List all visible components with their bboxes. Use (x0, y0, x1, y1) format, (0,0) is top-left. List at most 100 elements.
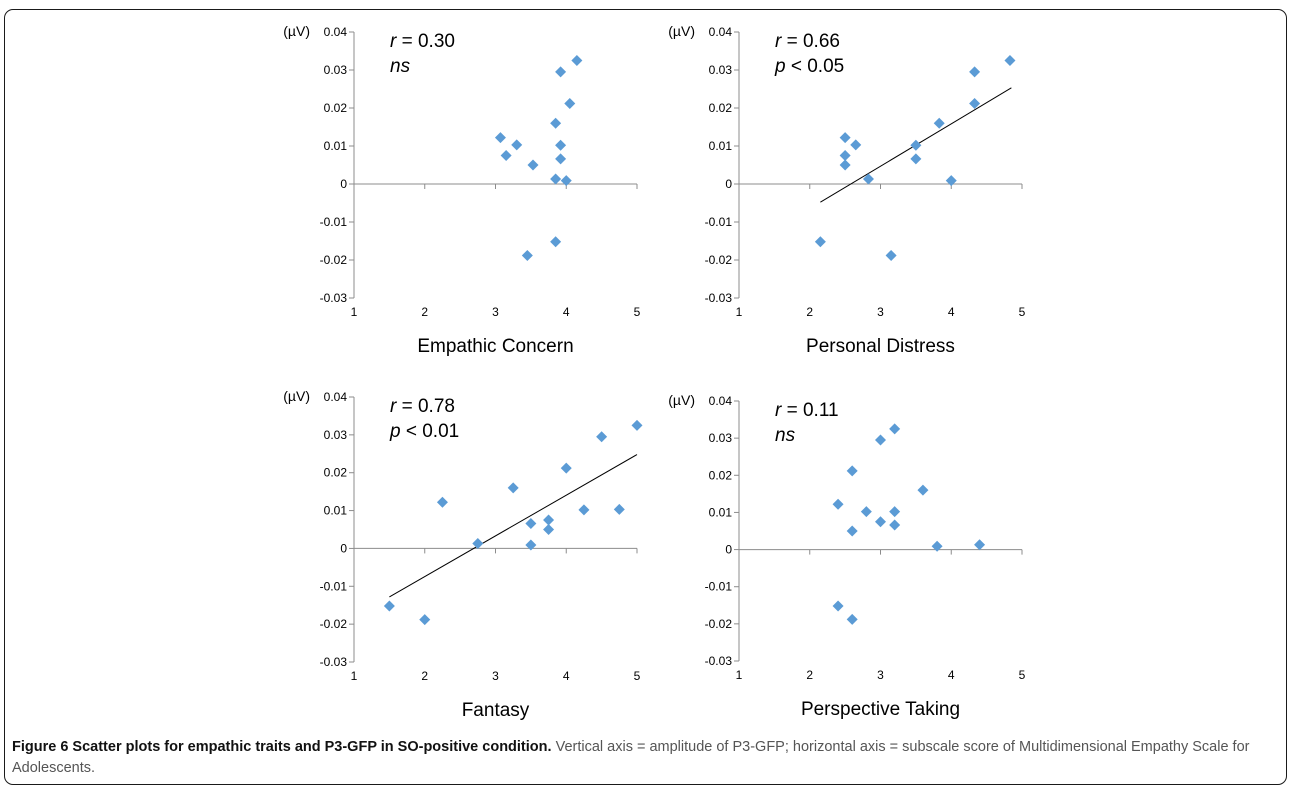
x-tick-label: 2 (421, 305, 428, 319)
y-tick-label: -0.01 (320, 579, 348, 593)
x-tick-label: 3 (877, 305, 884, 319)
data-point (511, 139, 523, 151)
correlation-label: r = 0.11 (775, 400, 839, 421)
y-tick-label: -0.02 (320, 617, 348, 631)
x-tick-label: 2 (806, 305, 813, 319)
data-point (885, 249, 897, 261)
data-point (931, 540, 943, 552)
x-axis-title: Fantasy (462, 700, 530, 721)
r-value: = 0.78 (396, 396, 455, 417)
data-point (832, 498, 844, 510)
data-point (560, 175, 572, 187)
data-point (875, 516, 886, 528)
x-tick-label: 1 (351, 669, 358, 683)
r-value: = 0.66 (781, 31, 840, 52)
y-tick-label: -0.03 (705, 654, 733, 668)
data-point (846, 525, 858, 537)
y-tick-label: 0.04 (324, 25, 348, 39)
y-tick-label: -0.02 (705, 253, 733, 267)
data-point (839, 132, 851, 144)
y-tick-label: 0 (340, 177, 347, 191)
y-tick-label: 0.01 (324, 139, 348, 153)
data-point (571, 55, 583, 66)
trend-line (389, 454, 638, 598)
p-symbol: ns (390, 56, 411, 77)
y-tick-label: 0.02 (709, 468, 733, 482)
data-point (889, 519, 901, 531)
x-tick-label: 1 (736, 305, 743, 319)
y-tick-label: -0.03 (320, 655, 348, 669)
y-tick-label: 0.04 (324, 390, 348, 404)
data-point (555, 66, 567, 78)
y-tick-label: -0.03 (705, 291, 733, 305)
data-point (543, 524, 555, 535)
scatter-panel-2: -0.03 -0.02 -0.01 0 0.01 0.02 0.03 0.04 1 2 3 4 5 (µV… (668, 23, 1025, 357)
data-point (543, 514, 555, 526)
y-tick-label: 0.03 (709, 431, 733, 445)
data-point (507, 482, 519, 494)
data-point (550, 236, 562, 248)
data-point (889, 506, 901, 518)
data-point (527, 159, 539, 171)
data-point (862, 173, 874, 185)
x-tick-label: 5 (634, 305, 641, 319)
data-point (910, 153, 922, 165)
p-symbol: ns (775, 425, 796, 446)
x-tick-label: 5 (634, 669, 641, 683)
significance-label: p < 0.05 (774, 56, 844, 77)
data-point (383, 600, 395, 612)
data-point (550, 173, 562, 185)
x-tick-label: 5 (1019, 305, 1026, 319)
x-tick-label: 4 (948, 668, 955, 682)
data-point (525, 517, 537, 529)
data-point (560, 462, 572, 474)
y-tick-label: 0.01 (709, 139, 733, 153)
scatter-plot-grid: -0.03 -0.02 -0.01 0 0.01 0.02 0.03 0.04 1 2 3 4 5 (µV… (283, 23, 1025, 721)
p-value: < 0.01 (401, 421, 460, 442)
y-tick-label: 0.02 (324, 466, 348, 480)
x-tick-label: 1 (351, 305, 358, 319)
data-point (814, 236, 826, 248)
caption-title: Figure 6 Scatter plots for empathic trai… (12, 739, 552, 755)
correlation-label: r = 0.66 (775, 31, 840, 52)
scatter-panel-1: -0.03 -0.02 -0.01 0 0.01 0.02 0.03 0.04 1 2 3 4 5 (µV… (283, 23, 640, 357)
data-point (974, 539, 986, 551)
data-point (839, 159, 851, 171)
y-tick-label: -0.02 (320, 253, 348, 267)
data-point (933, 117, 945, 129)
x-tick-label: 3 (877, 668, 884, 682)
data-point (472, 538, 484, 550)
data-point (500, 150, 512, 161)
data-point (436, 496, 448, 508)
data-point (419, 614, 431, 626)
data-point (596, 431, 608, 443)
data-point (917, 484, 929, 496)
y-unit-label: (µV) (668, 392, 695, 408)
x-axis-title: Empathic Concern (417, 336, 573, 357)
x-tick-label: 3 (492, 669, 499, 683)
data-point (555, 153, 567, 165)
data-point (521, 249, 533, 261)
p-symbol: p (774, 56, 786, 77)
r-symbol: r (390, 31, 397, 52)
data-point (969, 97, 981, 109)
data-point (555, 139, 567, 151)
data-point (889, 423, 901, 435)
x-tick-label: 5 (1019, 668, 1026, 682)
y-tick-label: 0.03 (324, 63, 348, 77)
caption-text: Vertical axis = amplitude of P3-GFP; hor… (12, 739, 1250, 776)
y-tick-label: 0.03 (324, 428, 348, 442)
figure-caption: Figure 6 Scatter plots for empathic trai… (12, 737, 1272, 779)
y-unit-label: (µV) (283, 23, 310, 39)
r-symbol: r (775, 31, 782, 52)
data-point (839, 150, 851, 161)
correlation-label: r = 0.78 (390, 396, 455, 417)
data-point (525, 539, 537, 551)
figure-frame (4, 9, 1287, 785)
r-value: = 0.30 (396, 31, 455, 52)
x-tick-label: 2 (421, 669, 428, 683)
data-point (846, 613, 858, 625)
y-tick-label: 0 (725, 177, 732, 191)
scatter-panel-4: -0.03 -0.02 -0.01 0 0.01 0.02 0.03 0.04 1 2 3 4 5 (µV… (668, 392, 1025, 720)
x-axis-title: Personal Distress (806, 336, 955, 357)
